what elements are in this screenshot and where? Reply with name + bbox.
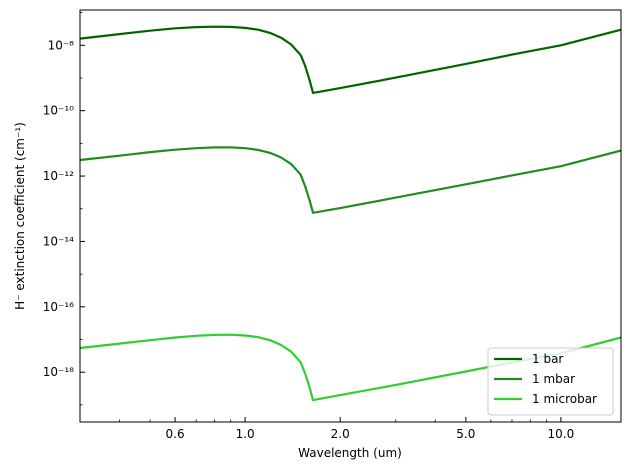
series-line-1 xyxy=(79,146,622,214)
x-tick-label: 0.6 xyxy=(166,427,185,441)
y-tick-label: 10⁻¹⁰ xyxy=(43,104,74,118)
y-axis-label: H⁻ extinction coefficient (cm⁻¹) xyxy=(13,122,27,310)
y-axis-ticks: 10⁻¹⁸ 10⁻¹⁶ 10⁻¹⁴ 10⁻¹² 10⁻¹⁰ 10⁻⁸ xyxy=(43,12,85,406)
x-tick-label: 5.0 xyxy=(456,427,475,441)
x-tick-label: 1.0 xyxy=(236,427,255,441)
y-tick-label: 10⁻¹⁴ xyxy=(43,234,74,248)
series-line-2 xyxy=(79,333,622,402)
legend-label: 1 microbar xyxy=(532,392,597,406)
y-tick-label: 10⁻⁸ xyxy=(48,38,75,52)
legend-label: 1 mbar xyxy=(532,372,575,386)
series-line-0 xyxy=(79,25,622,95)
plot-frame xyxy=(79,9,622,423)
legend-label: 1 bar xyxy=(532,352,563,366)
y-tick-label: 10⁻¹⁶ xyxy=(43,300,74,314)
x-axis-ticks: 0.6 1.0 2.0 5.0 10.0 xyxy=(79,417,575,441)
x-tick-label: 2.0 xyxy=(331,427,350,441)
x-tick-label: 10.0 xyxy=(548,427,575,441)
series-lines xyxy=(79,25,622,402)
legend: 1 bar 1 mbar 1 microbar xyxy=(487,347,614,416)
x-axis-label: Wavelength (um) xyxy=(298,446,402,460)
y-tick-label: 10⁻¹² xyxy=(43,169,74,183)
y-tick-label: 10⁻¹⁸ xyxy=(43,365,74,379)
